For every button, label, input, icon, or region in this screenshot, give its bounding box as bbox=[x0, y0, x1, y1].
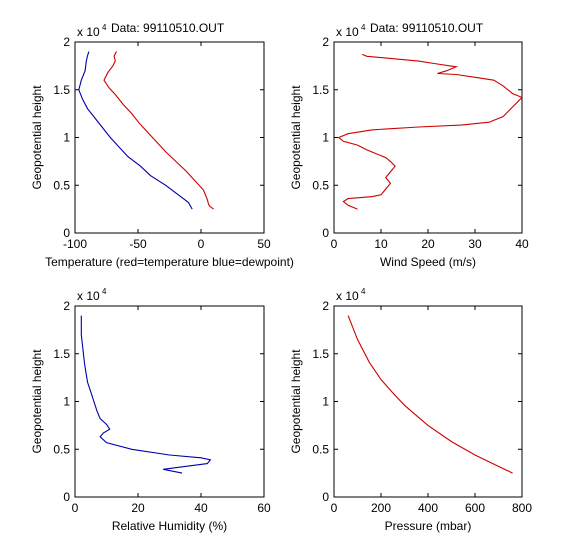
plot-3-xtick-label: 60 bbox=[257, 501, 271, 515]
plot-2-ytick-label: 1 bbox=[322, 131, 329, 145]
plot-2-exponent-label: x 10 bbox=[336, 25, 359, 39]
plot-1-ytick-label: 0.5 bbox=[53, 178, 70, 192]
plot-2-ytick-label: 2 bbox=[322, 35, 329, 49]
plot-4-xtick-label: 400 bbox=[418, 501, 438, 515]
plot-1-xtick-label: 50 bbox=[257, 237, 271, 251]
plot-2-series-wind-speed-line bbox=[337, 53, 523, 210]
plot-4-xtick-label: 0 bbox=[331, 501, 338, 515]
plot-1-title: Data: 99110510.OUT bbox=[111, 21, 225, 35]
plot-3-xtick-label: 0 bbox=[72, 501, 79, 515]
plot-1-xtick-label: 0 bbox=[198, 237, 205, 251]
plot-4-ytick-label: 1 bbox=[322, 395, 329, 409]
plot-4-series-pressure-line bbox=[347, 315, 513, 474]
plot-4-xtick-label: 200 bbox=[371, 501, 391, 515]
plot-3-xtick-label: 20 bbox=[131, 501, 145, 515]
plot-4-ytick-label: 0.5 bbox=[312, 442, 329, 456]
plot-1-axes-box bbox=[74, 41, 265, 234]
plot-1-ylabel: Geopotential height bbox=[30, 85, 44, 190]
plot-4-exponent-label: x 10 bbox=[336, 289, 359, 303]
plot-2-xtick-label: 30 bbox=[468, 237, 482, 251]
plot-4-xtick-label: 800 bbox=[512, 501, 532, 515]
plot-1-series-dewpoint-line bbox=[78, 51, 193, 210]
plot-1-ytick-label: 0 bbox=[63, 226, 70, 240]
plot-2-ytick-label: 1.5 bbox=[312, 83, 329, 97]
plot-3-xtick-label: 40 bbox=[194, 501, 208, 515]
plot-2-exponent-power: 4 bbox=[361, 23, 366, 32]
plot-4-ylabel: Geopotential height bbox=[289, 349, 303, 454]
plot-2-xtick-label: 20 bbox=[421, 237, 435, 251]
plot-3-exponent-label: x 10 bbox=[77, 289, 100, 303]
plot-3-ytick-label: 2 bbox=[63, 299, 70, 313]
plot-3-exponent-power: 4 bbox=[102, 287, 107, 296]
plot-3-ytick-label: 0 bbox=[63, 490, 70, 504]
plot-2: 0 10 20 30 40 0 0.5 1 1.5 2 x 10 4 Data: 99110510.OU… bbox=[289, 21, 529, 269]
plot-2-title: Data: 99110510.OUT bbox=[370, 21, 484, 35]
plot-4-xlabel: Pressure (mbar) bbox=[385, 519, 472, 533]
plot-1-exponent-label: x 10 bbox=[77, 25, 100, 39]
plot-4-xtick-label: 600 bbox=[465, 501, 485, 515]
plot-2-xlabel: Wind Speed (m/s) bbox=[380, 255, 476, 269]
plot-4-axes-box bbox=[333, 305, 523, 498]
plot-1-series-temperature-line bbox=[103, 51, 214, 210]
plot-1-ytick-label: 2 bbox=[63, 35, 70, 49]
plot-2-ylabel: Geopotential height bbox=[289, 85, 303, 190]
plot-2-xtick-label: 10 bbox=[374, 237, 388, 251]
plot-2-ytick-label: 0 bbox=[322, 226, 329, 240]
plot-4-ytick-label: 1.5 bbox=[312, 347, 329, 361]
plot-4-ytick-label: 0 bbox=[322, 490, 329, 504]
plot-2-axes-box bbox=[333, 41, 523, 234]
plot-1: -100 -50 0 50 0 0.5 1 1.5 2 x 10 4 Data: 99110510.O… bbox=[30, 21, 294, 269]
plot-3-ytick-label: 1.5 bbox=[53, 347, 70, 361]
plot-3-xlabel: Relative Humidity (%) bbox=[112, 519, 227, 533]
plot-4: 0 200 400 600 800 0 0.5 1 1.5 2 x 10 4 Pressure (mba… bbox=[289, 287, 532, 533]
plot-1-ytick-label: 1.5 bbox=[53, 83, 70, 97]
plot-1-xtick-label: -50 bbox=[129, 237, 147, 251]
plot-1-xlabel: Temperature (red=temperature blue=dewpoi… bbox=[45, 255, 294, 269]
plot-1-ytick-label: 1 bbox=[63, 131, 70, 145]
plot-1-exponent-power: 4 bbox=[102, 23, 107, 32]
plot-3: 0 20 40 60 0 0.5 1 1.5 2 x 10 4 Relative Humidity (… bbox=[30, 287, 271, 533]
plot-3-ylabel: Geopotential height bbox=[30, 349, 44, 454]
plot-3-ytick-label: 0.5 bbox=[53, 442, 70, 456]
plot-2-ytick-label: 0.5 bbox=[312, 178, 329, 192]
plot-4-ytick-label: 2 bbox=[322, 299, 329, 313]
plot-2-xtick-label: 40 bbox=[515, 237, 529, 251]
plot-3-series-relative-humidity-line bbox=[80, 315, 212, 474]
plot-3-axes-box bbox=[74, 305, 265, 498]
plot-1-xtick-label: -100 bbox=[63, 237, 87, 251]
plot-4-exponent-power: 4 bbox=[361, 287, 366, 296]
plot-2-xtick-label: 0 bbox=[331, 237, 338, 251]
plot-3-ytick-label: 1 bbox=[63, 395, 70, 409]
